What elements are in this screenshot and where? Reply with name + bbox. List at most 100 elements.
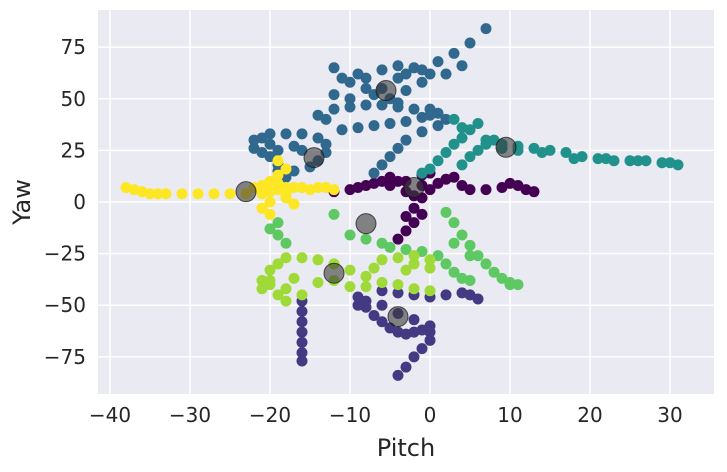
data-point — [456, 132, 468, 144]
data-point — [272, 217, 284, 229]
data-point — [376, 99, 388, 111]
data-point — [408, 314, 420, 326]
data-point — [440, 113, 452, 125]
data-point — [440, 258, 452, 270]
data-point — [280, 163, 292, 175]
data-point — [384, 151, 396, 163]
y-tick-label: −75 — [44, 345, 86, 369]
data-point — [264, 264, 276, 276]
data-point — [456, 229, 468, 241]
centroid-marker — [403, 177, 425, 199]
data-point — [456, 159, 468, 171]
data-point — [280, 128, 292, 140]
data-point — [568, 153, 580, 165]
data-point — [432, 120, 444, 132]
data-point — [464, 239, 476, 251]
data-point — [504, 279, 516, 291]
data-point — [392, 279, 404, 291]
x-axis-label: Pitch — [377, 434, 435, 462]
data-point — [256, 283, 268, 295]
data-point — [416, 208, 428, 220]
data-point — [312, 182, 324, 194]
data-point — [464, 37, 476, 49]
data-point — [416, 126, 428, 138]
data-point — [280, 237, 292, 249]
data-point — [424, 326, 436, 338]
data-point — [248, 134, 260, 146]
data-point — [352, 182, 364, 194]
data-point — [152, 188, 164, 200]
data-point — [296, 289, 308, 301]
data-point — [264, 223, 276, 235]
data-point — [400, 361, 412, 373]
data-point — [424, 285, 436, 297]
centroid-marker — [495, 136, 517, 158]
x-tick-label: −20 — [249, 403, 291, 427]
data-point — [448, 237, 460, 249]
data-point — [440, 206, 452, 218]
x-tick-label: 30 — [657, 403, 682, 427]
centroid-marker — [387, 306, 409, 328]
centroid-marker — [323, 262, 345, 284]
x-tick-label: −10 — [329, 403, 371, 427]
data-point — [512, 279, 524, 291]
data-point — [488, 266, 500, 278]
data-point — [408, 283, 420, 295]
y-tick-label: −25 — [44, 242, 86, 266]
data-point — [392, 287, 404, 299]
data-point — [368, 262, 380, 274]
x-tick-labels: −40 −30 −20 −10 0 10 20 30 — [89, 403, 683, 427]
data-point — [440, 289, 452, 301]
data-point — [280, 252, 292, 264]
data-point — [272, 177, 284, 189]
data-point — [328, 208, 340, 220]
data-point — [448, 217, 460, 229]
data-point — [432, 155, 444, 167]
data-point — [400, 225, 412, 237]
data-point — [400, 210, 412, 222]
data-point — [408, 202, 420, 214]
data-point — [384, 179, 396, 191]
data-point — [480, 258, 492, 270]
data-point — [264, 138, 276, 150]
y-tick-label: 50 — [61, 87, 86, 111]
data-point — [384, 118, 396, 130]
data-point — [360, 281, 372, 293]
data-point — [280, 283, 292, 295]
data-point — [320, 138, 332, 150]
data-points — [120, 23, 684, 381]
data-point — [328, 89, 340, 101]
data-point — [264, 196, 276, 208]
data-point — [392, 97, 404, 109]
data-point — [448, 171, 460, 183]
data-point — [408, 351, 420, 363]
data-point — [344, 281, 356, 293]
data-point — [416, 343, 428, 355]
data-point — [376, 237, 388, 249]
data-point — [392, 60, 404, 72]
data-point — [408, 250, 420, 262]
data-point — [264, 208, 276, 220]
centroid-marker — [303, 147, 325, 169]
data-point — [288, 182, 300, 194]
y-tick-labels: −75 −50 −25 0 25 50 75 — [44, 35, 86, 369]
data-point — [352, 299, 364, 311]
data-point — [376, 285, 388, 297]
data-point — [400, 243, 412, 255]
data-point — [192, 188, 204, 200]
data-point — [376, 64, 388, 76]
data-point — [464, 250, 476, 262]
data-point — [288, 272, 300, 284]
data-point — [312, 254, 324, 266]
centroid-marker — [375, 80, 397, 102]
data-point — [408, 103, 420, 115]
data-point — [336, 72, 348, 84]
data-point — [480, 184, 492, 196]
data-point — [480, 134, 492, 146]
data-point — [376, 254, 388, 266]
data-point — [256, 146, 268, 158]
data-point — [472, 144, 484, 156]
data-point — [368, 120, 380, 132]
x-tick-label: 0 — [424, 403, 437, 427]
data-point — [312, 132, 324, 144]
